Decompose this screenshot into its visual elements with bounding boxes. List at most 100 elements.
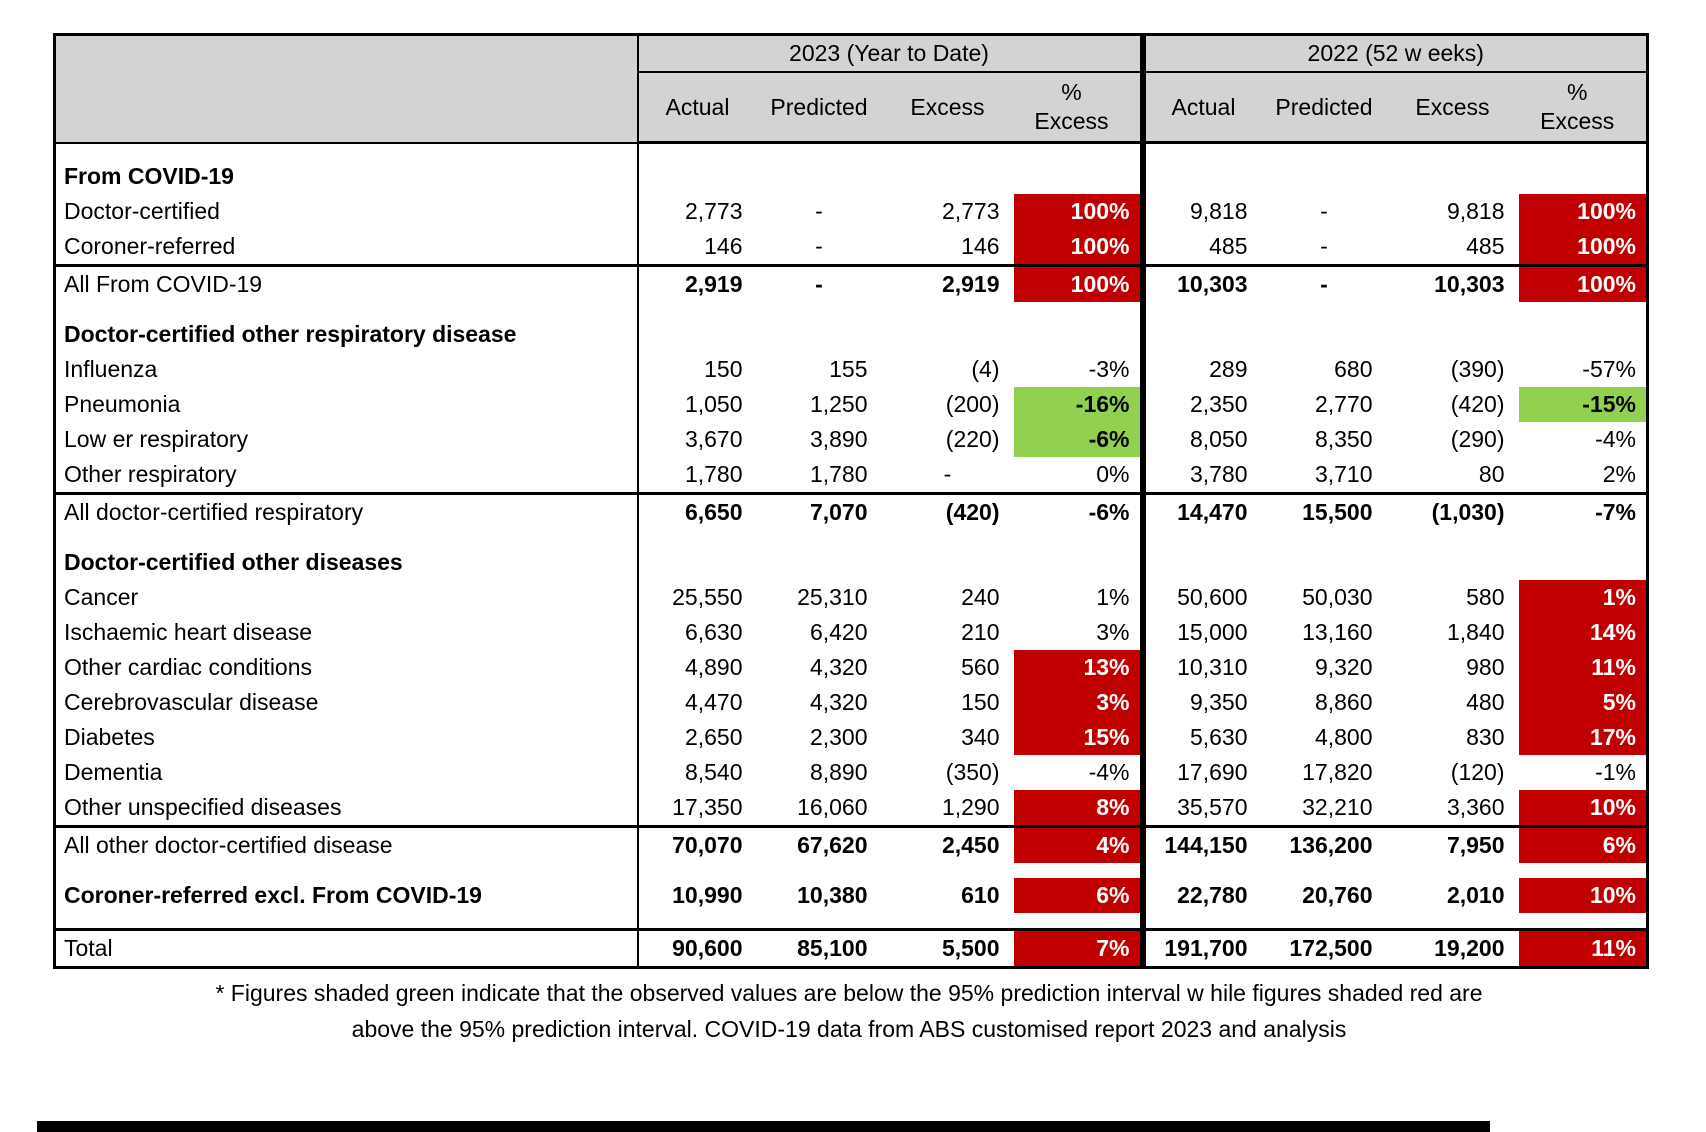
pct-excess-y2023: 3%: [1096, 619, 1130, 645]
actual-y2023: 6,630: [684, 619, 743, 645]
predicted-y2022: [1262, 913, 1387, 930]
row-label: All From COVID-19: [54, 264, 639, 302]
excess-y2022: 9,818: [1446, 198, 1505, 224]
row-label: Doctor-certified other respiratory disea…: [54, 317, 639, 352]
spacer-row: [54, 302, 1648, 317]
actual-y2023: 17,350: [672, 794, 743, 820]
actual-y2022: 22,780: [1139, 878, 1262, 913]
excess-y2023: [882, 159, 1014, 194]
data-row: Cancer 25,550 25,310 240 1% 50,600 50,030 580 1%: [54, 580, 1648, 615]
row-label: Cancer: [54, 580, 639, 615]
actual-y2022: 17,690: [1139, 755, 1262, 790]
excess-y2022: (1,030): [1386, 492, 1519, 530]
row-label: From COVID-19: [54, 159, 639, 194]
pct-sign: %: [1567, 79, 1588, 106]
pct-excess-y2023: 100%: [1013, 229, 1143, 266]
data-row: All doctor-certified respiratory 6,650 7,0…: [54, 492, 1648, 530]
excess-y2023: 560: [961, 654, 1000, 680]
excess-y2022: (420): [1450, 391, 1505, 417]
actual-y2022: [1139, 159, 1262, 194]
pct-excess-y2022: [1519, 317, 1648, 352]
pct-excess-y2022: [1519, 545, 1648, 580]
excess-y2022: 80: [1478, 461, 1505, 487]
data-row: Low er respiratory 3,670 3,890 (220) -6% 8,05…: [54, 422, 1648, 457]
col-header-pct-excess-2023: % Excess: [1013, 72, 1143, 144]
pct-sign: %: [1061, 79, 1082, 106]
predicted-y2022: [1262, 545, 1387, 580]
pct-excess-y2022: 14%: [1518, 615, 1648, 650]
spacer-row: [54, 913, 1648, 930]
row-label: Doctor-certified: [54, 194, 639, 229]
excess-y2022: 580: [1466, 584, 1505, 610]
actual-y2023: [638, 863, 757, 878]
row-label: Doctor-certified other diseases: [54, 545, 639, 580]
actual-y2023: 3,670: [684, 426, 743, 452]
actual-y2023: 2,650: [684, 724, 743, 750]
row-label: [54, 142, 639, 159]
pct-excess-y2023: [1014, 863, 1143, 878]
predicted-y2022: 3,710: [1314, 461, 1373, 487]
excess-y2023: 2,773: [941, 198, 1000, 224]
pct-excess-y2022: 6%: [1518, 825, 1648, 863]
footnote-line-2: above the 95% prediction interval. COVID…: [351, 1015, 1347, 1042]
predicted-y2022: 15,500: [1261, 492, 1387, 530]
predicted-y2023: [757, 159, 882, 194]
predicted-y2022: -: [1320, 233, 1328, 259]
predicted-y2023: 4,320: [809, 689, 868, 715]
predicted-y2023: 7,070: [756, 492, 882, 530]
pct-excess-y2023: 3%: [1013, 685, 1143, 720]
col-header-excess-2023: Excess: [881, 72, 1014, 144]
excess-y2022: 830: [1466, 724, 1505, 750]
corner-cell: [54, 34, 639, 144]
predicted-y2022: 9,320: [1314, 654, 1373, 680]
data-row: Coroner-referred 146-146 100% 485-485 100%: [54, 229, 1648, 266]
pct-excess-y2023: -6%: [1013, 422, 1143, 457]
row-label: Other cardiac conditions: [54, 650, 639, 685]
pct-excess-y2023: [1014, 317, 1143, 352]
actual-y2023: 25,550: [672, 584, 743, 610]
col-header-pct-excess-2022: % Excess: [1518, 72, 1648, 144]
excess-y2023: [882, 143, 1014, 160]
excess-y2023: 5,500: [881, 928, 1014, 968]
excess-y2022: [1387, 143, 1519, 160]
excess-y2022: 980: [1466, 654, 1505, 680]
excess-y2023: 2,450: [881, 825, 1014, 863]
data-row: Doctor-certified 2,773-2,773 100% 9,818-9,8…: [54, 194, 1648, 229]
data-row: Cerebrovascular disease 4,470 4,320 150 3% 9,…: [54, 685, 1648, 720]
actual-y2023: [638, 143, 757, 160]
predicted-y2023: -: [756, 264, 882, 302]
pct-excess-y2022: -1%: [1595, 759, 1636, 785]
actual-y2022: 9,350: [1139, 685, 1262, 720]
actual-y2022: [1139, 913, 1262, 930]
excess-y2022: 19,200: [1386, 928, 1519, 968]
actual-y2023: 146: [704, 233, 743, 259]
row-label: Total: [54, 928, 639, 968]
data-row: Ischaemic heart disease 6,630 6,420 210 3% 15…: [54, 615, 1648, 650]
actual-y2022: 2,350: [1139, 387, 1262, 422]
data-row: Diabetes 2,650 2,300 340 15% 5,630 4,800 830 17%: [54, 720, 1648, 755]
col-header-actual-2023: Actual: [637, 72, 757, 144]
predicted-y2022: [1262, 159, 1387, 194]
pct-word: Excess: [1540, 108, 1615, 134]
pct-excess-y2023: [1014, 302, 1143, 317]
pct-excess-y2023: -3%: [1088, 356, 1130, 382]
excess-y2022: [1387, 530, 1519, 545]
predicted-y2022: [1262, 863, 1387, 878]
predicted-y2023: 25,310: [797, 584, 868, 610]
actual-y2023: 2,773: [684, 198, 743, 224]
pct-excess-y2022: [1519, 530, 1648, 545]
pct-excess-y2022: -57%: [1582, 356, 1636, 382]
pct-excess-y2023: -16%: [1013, 387, 1143, 422]
pct-excess-y2022: 5%: [1518, 685, 1648, 720]
excess-y2023: [882, 913, 1014, 930]
actual-y2023: 4,890: [684, 654, 743, 680]
predicted-y2022: [1262, 302, 1387, 317]
excess-y2023: -: [943, 461, 952, 487]
predicted-y2022: 8,350: [1314, 426, 1373, 452]
pct-excess-y2022: [1519, 143, 1648, 160]
actual-y2022: 8,050: [1139, 422, 1262, 457]
pct-excess-y2022: 100%: [1518, 194, 1648, 229]
row-label: [54, 530, 639, 545]
pct-excess-y2022: -4%: [1595, 426, 1636, 452]
predicted-y2023: [757, 317, 882, 352]
